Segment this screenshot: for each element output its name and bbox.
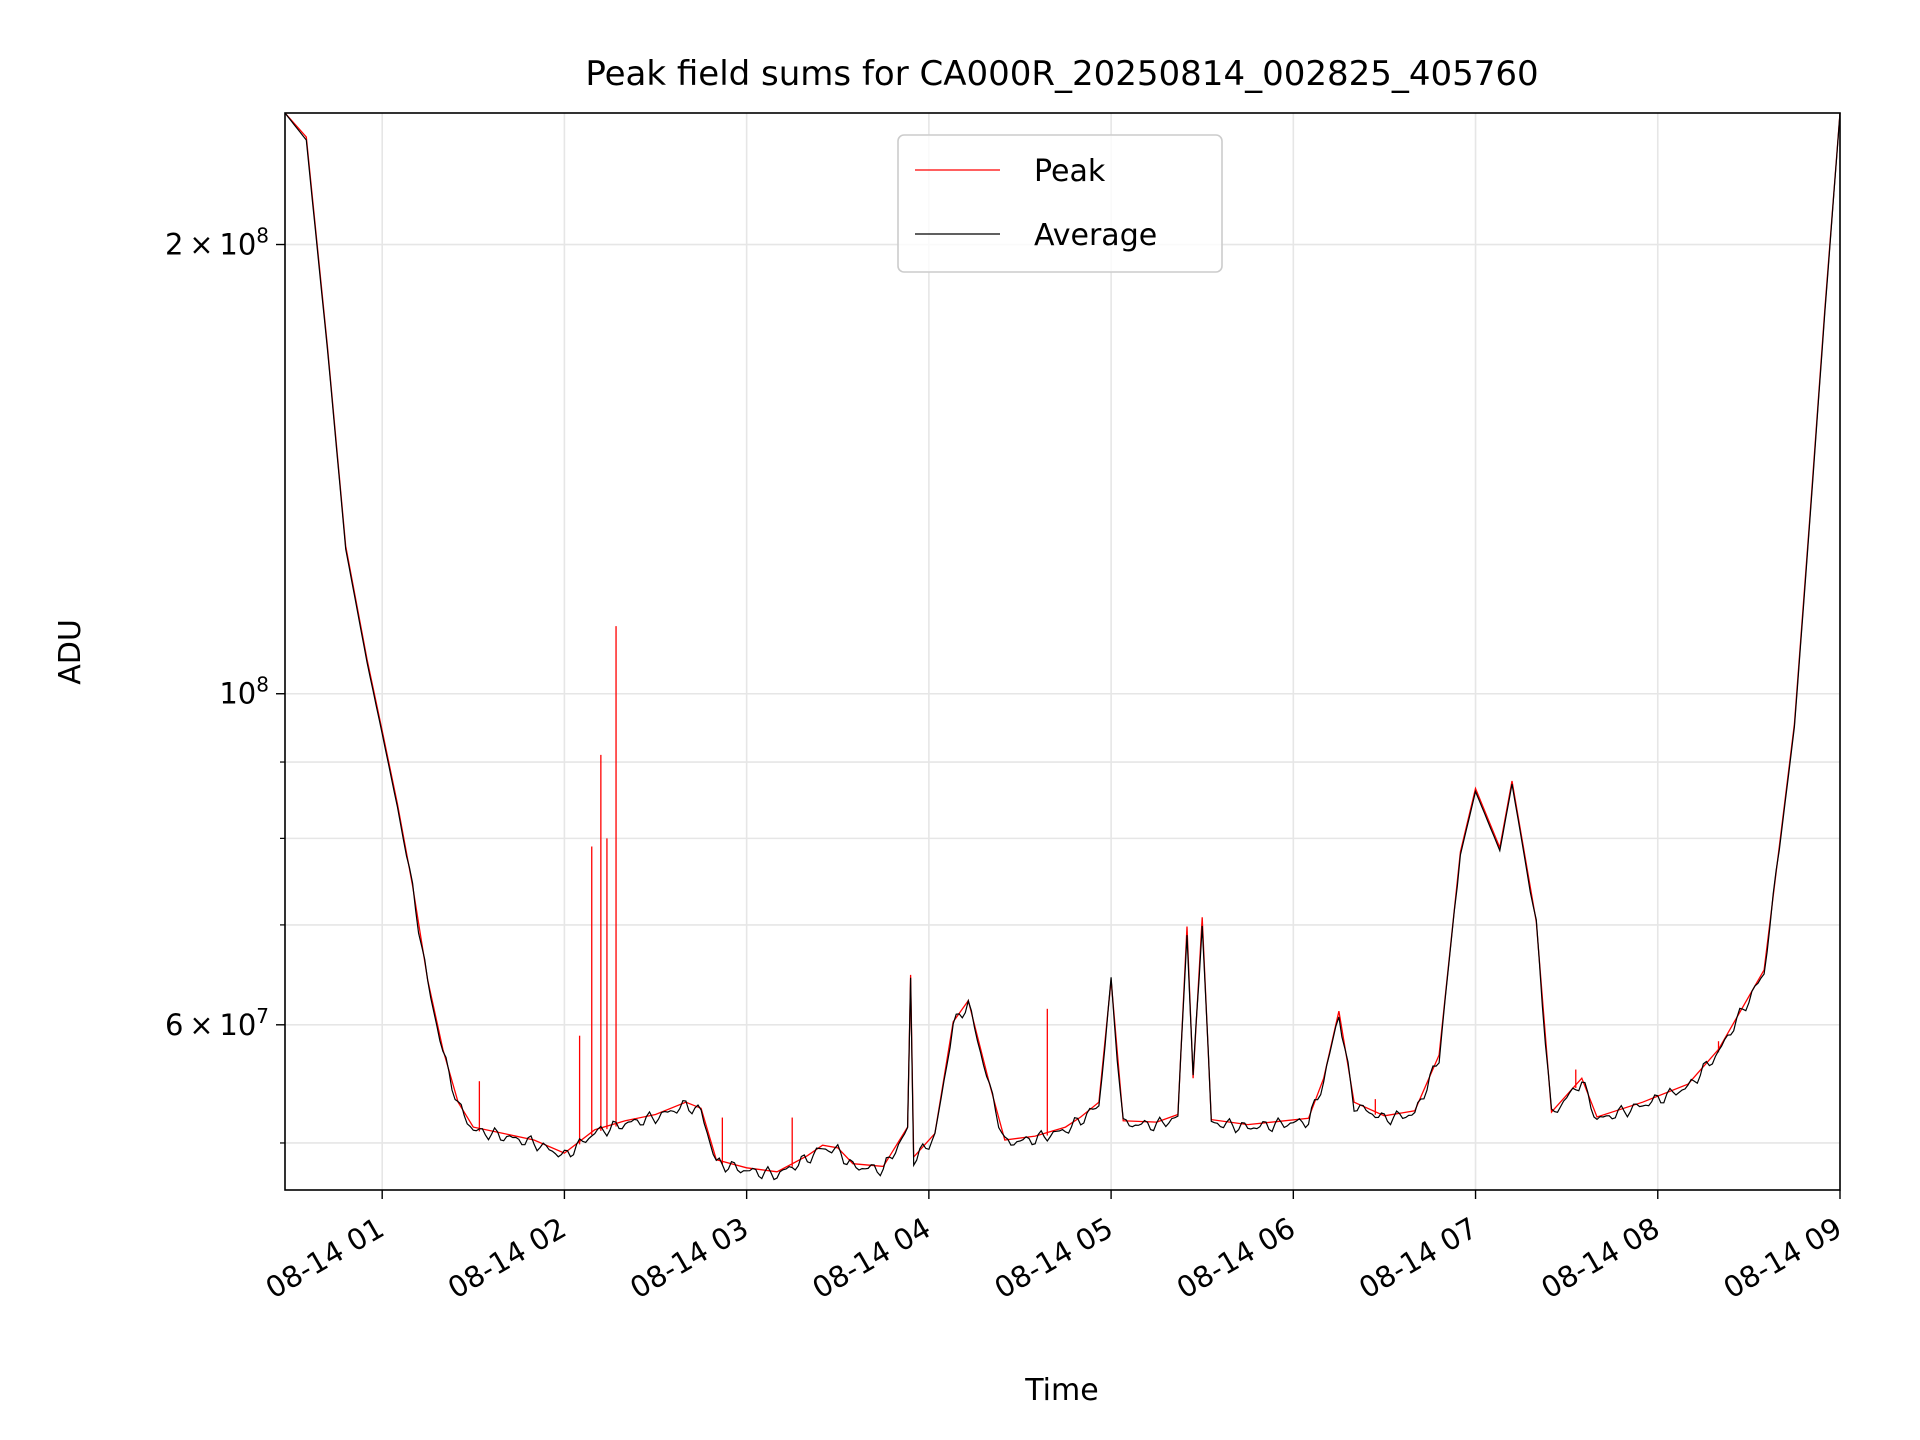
y-tick-label: 2 × 108: [165, 224, 269, 262]
x-axis-label: Time: [1024, 1373, 1098, 1408]
legend-average-label: Average: [1034, 218, 1157, 253]
legend-peak-label: Peak: [1034, 154, 1106, 189]
y-axis: 2 × 108 108 6 × 107: [165, 224, 285, 1144]
y-tick-label: 108: [219, 673, 269, 711]
y-axis-label: ADU: [53, 619, 88, 685]
plot-frame: [284, 112, 1841, 1191]
average-series: [284, 112, 1841, 1181]
y-tick-label: 6 × 107: [165, 1004, 269, 1042]
chart-title: Peak field sums for CA000R_20250814_0028…: [585, 54, 1538, 94]
legend: Peak Average: [897, 134, 1223, 273]
legend-box: [897, 134, 1223, 273]
average-line: [284, 112, 1841, 1181]
